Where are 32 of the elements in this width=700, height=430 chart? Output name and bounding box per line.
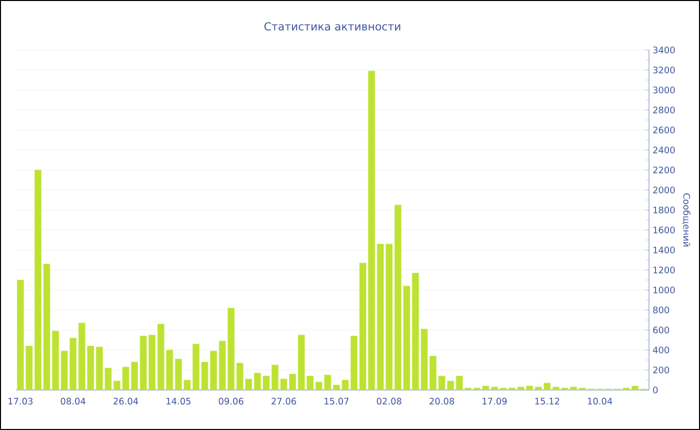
y-tick-label: 1200: [654, 266, 675, 274]
y-tick-label: 3200: [653, 66, 675, 74]
y-tick-label: 3000: [653, 86, 675, 94]
x-tick-label: 26.04: [114, 398, 138, 405]
x-tick-label: 27.06: [272, 398, 296, 405]
x-tick-label: 14.05: [166, 398, 190, 405]
y-tick-label: 200: [653, 366, 670, 374]
y-tick-label: 3400: [653, 46, 675, 54]
y-tick-label: 1600: [654, 226, 675, 234]
y-tick-label: 0: [653, 386, 658, 394]
x-tick-label: 17.09: [482, 398, 507, 405]
y-tick-label: 600: [653, 326, 670, 334]
chart-title: Статистика активности: [264, 22, 400, 31]
x-tick-label: 09.06: [218, 398, 244, 405]
x-tick-label: 15.12: [535, 398, 560, 405]
y-tick-label: 2600: [653, 126, 675, 134]
y-axis-title: Сообщений: [682, 193, 690, 246]
y-tick-label: 2400: [653, 146, 675, 154]
y-tick-label: 2000: [653, 186, 675, 194]
y-tick-label: 1400: [654, 246, 675, 254]
y-tick-label: 2800: [653, 106, 675, 114]
y-tick-label: 2200: [653, 166, 675, 174]
x-tick-label: 17.03: [8, 398, 32, 405]
x-tick-label: 08.04: [60, 398, 86, 405]
y-tick-label: 400: [652, 346, 670, 354]
x-tick-label: 20.08: [430, 398, 454, 405]
y-tick-label: 1000: [654, 286, 675, 294]
x-tick-label: 15.07: [324, 398, 349, 405]
x-tick-label: 02.08: [376, 398, 402, 405]
y-tick-label: 800: [653, 306, 670, 314]
y-tick-label: 1800: [654, 206, 675, 214]
x-tick-label: 10.04: [588, 398, 612, 405]
